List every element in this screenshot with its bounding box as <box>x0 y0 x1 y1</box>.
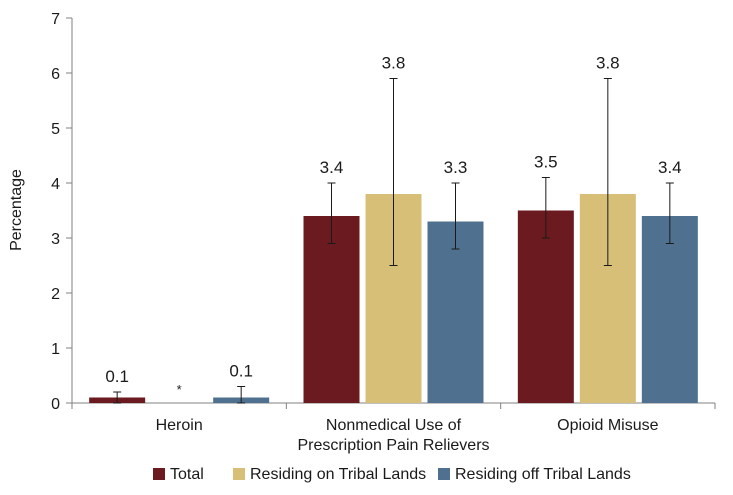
bar <box>303 216 360 403</box>
legend-swatch <box>233 468 245 480</box>
data-label: 3.4 <box>658 158 682 177</box>
category-label: Prescription Pain Relievers <box>297 437 489 454</box>
data-labels: 0.1 * 0.1 3.4 3.8 3.3 3.5 3.8 3.4 <box>105 54 681 398</box>
legend-label: Residing on Tribal Lands <box>250 466 426 483</box>
y-axis-title: Percentage <box>8 169 25 251</box>
bar <box>641 216 698 403</box>
category-label: Heroin <box>156 417 203 434</box>
error-bars <box>113 78 674 404</box>
y-tick-label: 0 <box>51 396 60 413</box>
legend-label: Residing off Tribal Lands <box>455 466 631 483</box>
data-label: 0.1 <box>105 367 129 386</box>
legend-swatch <box>438 468 450 480</box>
legend-label: Total <box>170 466 204 483</box>
y-tick-label: 1 <box>51 341 60 358</box>
y-tick-label: 6 <box>51 66 60 83</box>
category-label: Opioid Misuse <box>557 417 658 434</box>
category-label: Nonmedical Use of <box>326 417 462 434</box>
bar <box>427 221 484 403</box>
data-label: * <box>177 382 182 397</box>
bar <box>517 210 574 403</box>
legend: Total Residing on Tribal Lands Residing of… <box>153 466 631 483</box>
data-label: 0.1 <box>229 362 253 381</box>
y-tick-label: 2 <box>51 286 60 303</box>
data-label: 3.4 <box>320 158 344 177</box>
y-tick-label: 4 <box>51 176 60 193</box>
data-label: 3.8 <box>382 54 406 73</box>
category-labels: Heroin Nonmedical Use of Prescription Pain… <box>156 417 659 454</box>
y-tick-label: 5 <box>51 121 60 138</box>
y-tick-label: 7 <box>51 11 60 28</box>
data-label: 3.3 <box>444 158 468 177</box>
y-tick-label: 3 <box>51 231 60 248</box>
legend-swatch <box>153 468 165 480</box>
data-label: 3.8 <box>596 54 620 73</box>
data-label: 3.5 <box>534 153 558 172</box>
